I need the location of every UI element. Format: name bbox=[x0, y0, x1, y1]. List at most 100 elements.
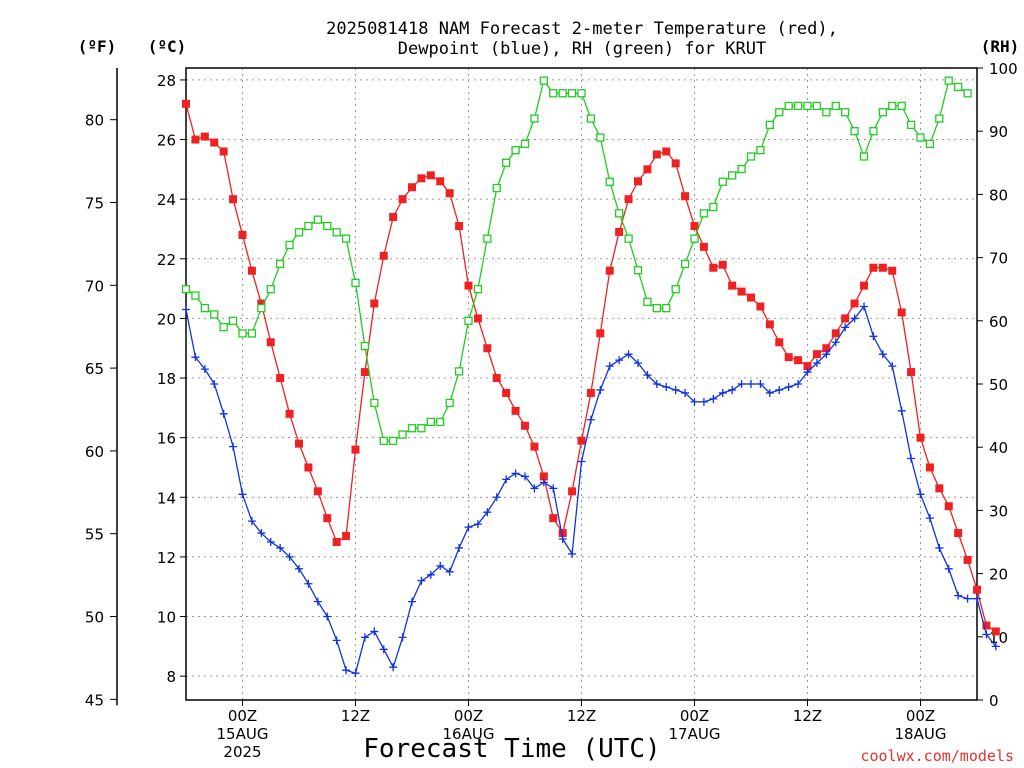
dewpoint-point bbox=[304, 579, 313, 588]
dewpoint-point bbox=[747, 380, 755, 388]
fahrenheit-tick-label: 50 bbox=[85, 609, 104, 627]
dewpoint-point bbox=[408, 597, 416, 606]
plot-frame bbox=[185, 67, 978, 701]
rh-point bbox=[492, 183, 501, 193]
temperature-point bbox=[530, 442, 539, 451]
rh-point bbox=[294, 228, 304, 237]
rh-tick-label: 50 bbox=[989, 376, 1008, 394]
dewpoint-point bbox=[803, 368, 812, 377]
fahrenheit-tick-label: 75 bbox=[85, 194, 104, 212]
rh-tick-label: 70 bbox=[989, 250, 1008, 268]
chart-title-line2: Dewpoint (blue), RH (green) for KRUT bbox=[398, 39, 766, 59]
rh-point bbox=[341, 234, 351, 243]
rh-point bbox=[586, 114, 596, 123]
rh-point bbox=[464, 316, 473, 325]
dewpoint-point bbox=[483, 508, 492, 517]
fahrenheit-tick-label: 70 bbox=[85, 277, 104, 295]
grid-lines bbox=[186, 68, 977, 700]
left-unit-fahrenheit: (ºF) bbox=[78, 37, 117, 56]
temperature-point bbox=[238, 230, 247, 239]
dewpoint-point bbox=[728, 385, 737, 394]
rh-point bbox=[210, 310, 219, 319]
dewpoint-point bbox=[426, 570, 435, 579]
rh-point bbox=[624, 234, 633, 243]
dewpoint-point bbox=[681, 388, 690, 397]
celsius-tick-label: 12 bbox=[157, 549, 176, 567]
rh-point bbox=[530, 114, 539, 123]
temperature-point bbox=[652, 150, 661, 159]
temperature-point bbox=[728, 281, 737, 290]
dewpoint-point bbox=[756, 380, 765, 388]
temperature-point bbox=[709, 263, 718, 272]
temperature-point bbox=[219, 147, 228, 156]
rh-point bbox=[360, 341, 370, 351]
temperature-point bbox=[295, 439, 303, 448]
dewpoint-point bbox=[332, 636, 341, 645]
dewpoint-point bbox=[973, 594, 981, 603]
temperature-point bbox=[907, 368, 916, 377]
temperature-point bbox=[436, 177, 445, 186]
temperature-point bbox=[737, 287, 746, 296]
rh-point bbox=[483, 234, 492, 243]
dewpoint-point bbox=[370, 627, 379, 636]
rh-point bbox=[219, 322, 228, 332]
temperature-point bbox=[850, 299, 859, 308]
rh-point bbox=[191, 291, 200, 300]
dewpoint-point bbox=[511, 469, 520, 478]
rh-point bbox=[351, 278, 360, 288]
temperature-point bbox=[549, 514, 558, 523]
rh-point bbox=[963, 89, 972, 98]
rh-point bbox=[454, 367, 464, 376]
temperature-point bbox=[784, 353, 793, 362]
dewpoint-point bbox=[737, 380, 746, 388]
dewpoint-point bbox=[313, 597, 322, 606]
temperature-point bbox=[389, 213, 398, 222]
rh-point bbox=[746, 152, 756, 161]
temperature-point bbox=[398, 195, 407, 204]
celsius-tick-label: 24 bbox=[157, 191, 176, 209]
dewpoint-point bbox=[624, 350, 633, 359]
x-tick-label: 00Z bbox=[906, 707, 935, 725]
dewpoint-point bbox=[229, 442, 238, 451]
celsius-tick-label: 10 bbox=[157, 609, 176, 627]
rh-point bbox=[596, 133, 605, 142]
rh-tick-label: 100 bbox=[989, 60, 1018, 78]
temperature-point bbox=[266, 338, 275, 347]
fahrenheit-tick-label: 65 bbox=[85, 360, 104, 378]
temperature-point bbox=[276, 374, 285, 383]
temperature-point bbox=[445, 189, 454, 198]
rh-point bbox=[389, 436, 398, 446]
dewpoint-point bbox=[643, 371, 652, 380]
dewpoint-point bbox=[295, 564, 303, 573]
dewpoint-point bbox=[831, 338, 840, 347]
rh-point bbox=[379, 436, 388, 446]
rh-point bbox=[812, 101, 822, 111]
temperature-point bbox=[360, 368, 369, 377]
dewpoint-point bbox=[860, 302, 868, 311]
dewpoint-point bbox=[822, 350, 831, 359]
rh-point bbox=[238, 329, 247, 338]
rh-point bbox=[276, 259, 285, 269]
rh-point bbox=[699, 209, 709, 218]
celsius-tick-label: 8 bbox=[166, 668, 176, 686]
rh-point bbox=[690, 234, 699, 243]
temperature-point bbox=[285, 409, 294, 418]
dewpoint-point bbox=[492, 493, 501, 502]
temperature-point bbox=[521, 421, 529, 430]
dewpoint-point bbox=[963, 594, 972, 603]
dewpoint-point bbox=[794, 380, 803, 388]
temperature-point bbox=[756, 302, 765, 311]
dewpoint-point bbox=[916, 490, 925, 499]
dewpoint-point bbox=[266, 538, 275, 546]
rh-point bbox=[897, 101, 906, 111]
credit-text: coolwx.com/models bbox=[860, 747, 1014, 765]
temperature-point bbox=[605, 266, 614, 275]
dewpoint-point bbox=[878, 350, 887, 359]
dewpoint-point bbox=[417, 576, 426, 585]
rh-tick-label: 90 bbox=[989, 123, 1008, 141]
rh-point bbox=[709, 202, 718, 212]
rh-point bbox=[407, 424, 417, 433]
temperature-point bbox=[455, 222, 464, 230]
x-tick-label: 2025 bbox=[223, 743, 261, 761]
dewpoint-point bbox=[549, 484, 558, 493]
